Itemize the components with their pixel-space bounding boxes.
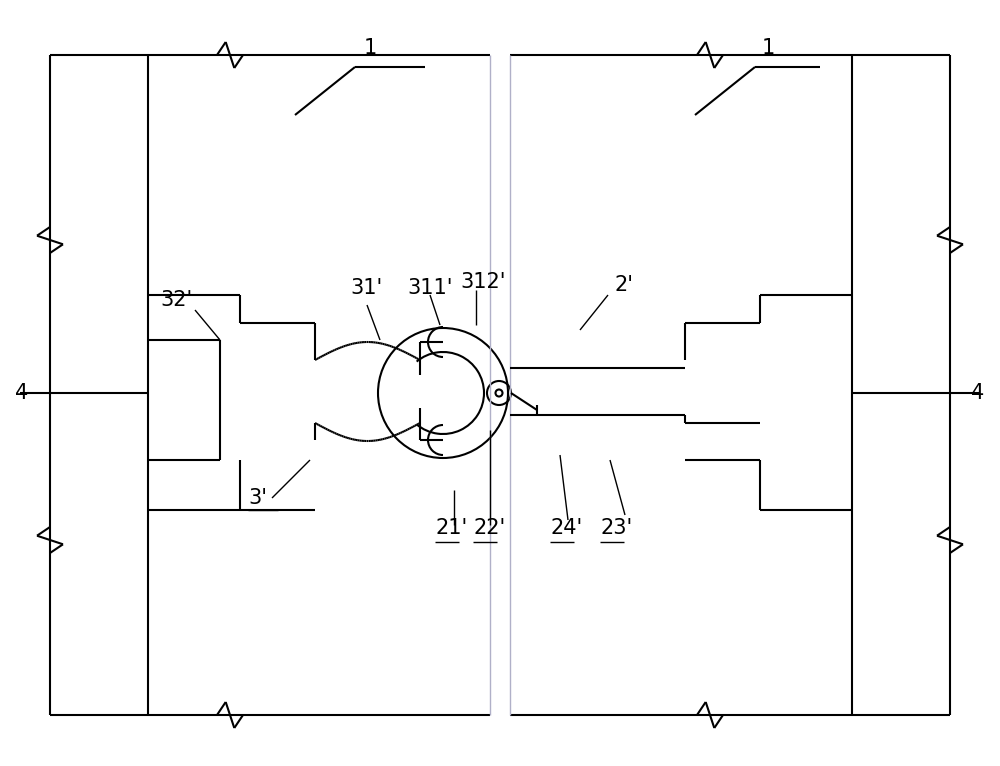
Text: 31': 31' <box>350 278 382 298</box>
Text: 32': 32' <box>160 290 192 310</box>
Text: 1: 1 <box>761 38 775 58</box>
Text: 1: 1 <box>363 38 377 58</box>
Text: 312': 312' <box>460 272 506 292</box>
Text: 22': 22' <box>473 518 505 538</box>
Text: 21': 21' <box>435 518 467 538</box>
Text: 4: 4 <box>15 383 29 403</box>
Text: 2': 2' <box>615 275 634 295</box>
Text: 23': 23' <box>600 518 632 538</box>
Text: 3': 3' <box>248 488 267 508</box>
Text: 24': 24' <box>550 518 582 538</box>
Text: 311': 311' <box>407 278 453 298</box>
Text: 4: 4 <box>971 383 985 403</box>
